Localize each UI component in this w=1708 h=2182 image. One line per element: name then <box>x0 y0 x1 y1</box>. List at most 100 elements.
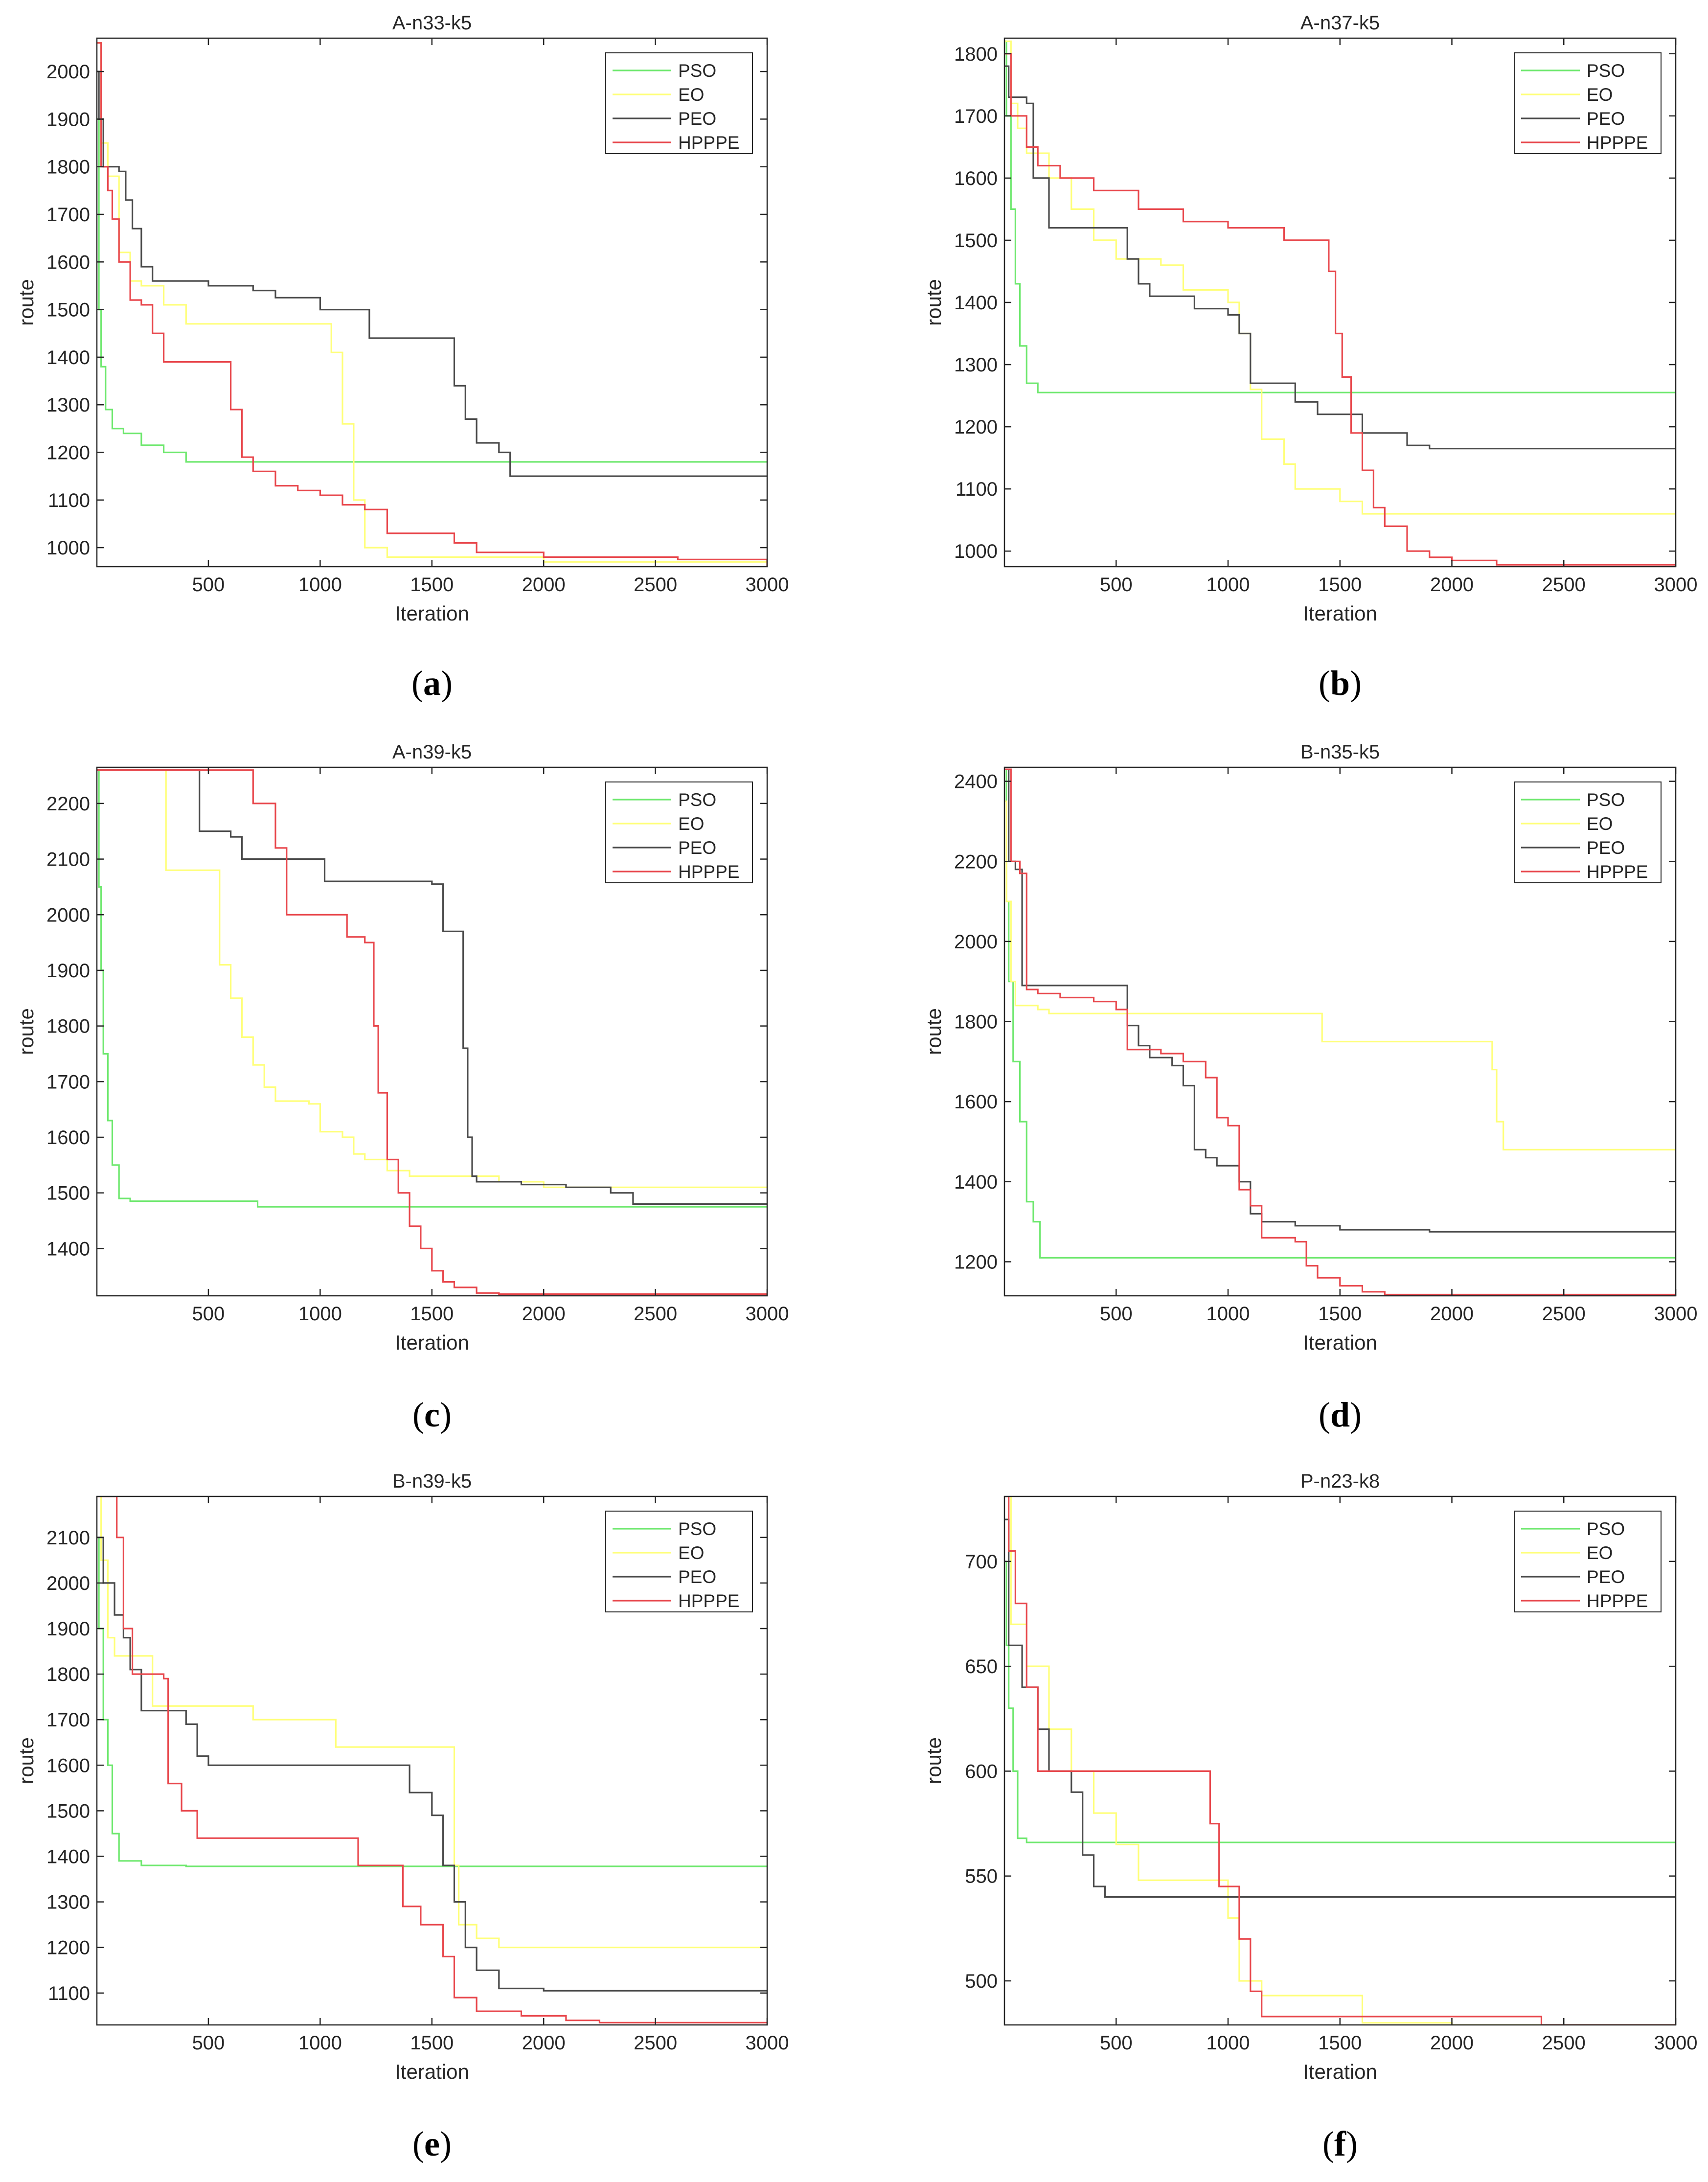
x-axis-label: Iteration <box>1303 602 1377 625</box>
chart-panel-b: 500 1000 1500 2000 2500 3000 1000 1100 1200 1300 1… <box>922 12 1697 703</box>
y-tick-label: 600 <box>965 1761 998 1782</box>
panel-caption: (f) <box>1322 2124 1358 2163</box>
x-tick-label: 500 <box>192 1303 225 1325</box>
y-tick-label: 2200 <box>954 851 998 873</box>
y-tick-label: 1200 <box>46 442 90 463</box>
series-line-hpppe <box>97 769 767 1295</box>
y-tick-label: 2200 <box>46 793 90 815</box>
series-line-pso <box>1004 1561 1676 1843</box>
series-line-pso <box>97 769 767 1208</box>
legend-label-pso: PSO <box>1587 1519 1625 1539</box>
x-tick-label: 500 <box>1100 574 1133 596</box>
y-tick-label: 1900 <box>46 960 90 982</box>
chart-title: B-n35-k5 <box>1300 741 1380 763</box>
panel-caption: (c) <box>412 1395 452 1434</box>
y-axis-label: route <box>15 279 38 326</box>
x-tick-label: 1500 <box>1318 574 1362 596</box>
y-tick-label: 1100 <box>956 479 998 500</box>
y-axis-label: route <box>15 1008 38 1055</box>
y-tick-label: 1000 <box>46 537 90 559</box>
x-tick-label: 3000 <box>746 574 789 596</box>
series-line-hpppe <box>1004 53 1676 566</box>
x-tick-label: 1000 <box>1207 1303 1250 1325</box>
y-tick-label: 1200 <box>954 1251 998 1273</box>
legend-label-pso: PSO <box>678 790 716 810</box>
x-tick-label: 2500 <box>634 574 677 596</box>
y-tick-label: 1400 <box>954 292 998 314</box>
x-axis-label: Iteration <box>1303 1331 1377 1354</box>
chart-title: P-n23-k8 <box>1300 1470 1380 1492</box>
y-tick-label: 1000 <box>954 541 998 562</box>
chart-panel-f: 500 1000 1500 2000 2500 3000 500 550 600 650 700 P-… <box>922 1470 1697 2163</box>
chart-title: A-n33-k5 <box>392 12 472 34</box>
y-axis-label: route <box>922 1008 945 1055</box>
x-tick-label: 2500 <box>634 2032 677 2054</box>
x-tick-label: 500 <box>1100 1303 1133 1325</box>
legend-label-hpppe: HPPPE <box>678 133 739 153</box>
legend-label-peo: PEO <box>678 1567 716 1587</box>
legend-box <box>1514 1511 1662 1612</box>
x-tick-label: 500 <box>192 2032 225 2054</box>
x-tick-label: 2000 <box>522 1303 566 1325</box>
legend-label-hpppe: HPPPE <box>678 1591 739 1611</box>
y-tick-label: 1700 <box>46 204 90 226</box>
y-tick-label: 1500 <box>46 1183 90 1204</box>
x-tick-label: 1000 <box>298 2032 342 2054</box>
y-tick-label: 1600 <box>46 1755 90 1776</box>
x-tick-label: 1500 <box>410 2032 454 2054</box>
y-tick-label: 2000 <box>954 931 998 953</box>
series-line-peo <box>1004 768 1676 1233</box>
x-tick-label: 1500 <box>410 1303 454 1325</box>
legend: PSO EO PEO HPPPE <box>605 1511 753 1612</box>
x-tick-label: 3000 <box>1654 1303 1698 1325</box>
x-tick-label: 2000 <box>522 2032 566 2054</box>
y-tick-label: 1800 <box>954 44 998 65</box>
legend-box <box>605 1511 753 1612</box>
y-tick-label: 1100 <box>48 1983 90 2004</box>
chart-panel-a: 500 1000 1500 2000 2500 3000 1000 1100 1200 1300 1… <box>15 12 789 703</box>
legend-label-pso: PSO <box>678 1519 716 1539</box>
legend: PSO EO PEO HPPPE <box>605 781 753 883</box>
y-tick-label: 1600 <box>46 1127 90 1148</box>
series-line-eo <box>97 1496 767 1949</box>
series-line-hpppe <box>97 42 767 567</box>
y-tick-label: 1600 <box>954 168 998 189</box>
y-tick-label: 1600 <box>46 252 90 273</box>
y-tick-label: 1700 <box>46 1071 90 1093</box>
legend: PSO EO PEO HPPPE <box>605 52 753 154</box>
series-line-eo <box>1004 40 1676 515</box>
x-axis-label: Iteration <box>395 1331 469 1354</box>
series-line-peo <box>1004 65 1676 450</box>
y-tick-label: 1100 <box>48 490 90 511</box>
y-tick-label: 1300 <box>46 1892 90 1913</box>
legend-box <box>605 52 753 154</box>
x-tick-label: 2000 <box>522 574 566 596</box>
x-tick-label: 3000 <box>1654 574 1698 596</box>
x-tick-label: 1000 <box>1207 574 1250 596</box>
legend-label-peo: PEO <box>1587 838 1625 858</box>
x-tick-label: 500 <box>1100 2032 1133 2054</box>
x-tick-label: 1000 <box>298 574 342 596</box>
x-tick-label: 2000 <box>1430 574 1474 596</box>
series-line-eo <box>97 769 767 1188</box>
series-line-hpppe <box>1004 1496 1676 2025</box>
chart-title: B-n39-k5 <box>392 1470 472 1492</box>
panel-caption: (b) <box>1319 664 1362 703</box>
series-line-peo <box>97 70 767 477</box>
legend-label-hpppe: HPPPE <box>1587 133 1648 153</box>
legend: PSO EO PEO HPPPE <box>1514 1511 1662 1612</box>
y-tick-label: 650 <box>965 1656 998 1677</box>
legend-label-eo: EO <box>678 85 704 105</box>
x-tick-label: 2500 <box>1542 574 1586 596</box>
y-tick-label: 2100 <box>46 1527 90 1549</box>
x-tick-label: 3000 <box>746 1303 789 1325</box>
panel-caption: (a) <box>411 664 453 703</box>
series-line-hpppe <box>97 1496 767 2023</box>
legend-label-peo: PEO <box>1587 1567 1625 1587</box>
y-tick-label: 1800 <box>46 1016 90 1037</box>
panel-caption: (e) <box>412 2124 452 2163</box>
x-axis-label: Iteration <box>395 2060 469 2083</box>
x-tick-label: 1000 <box>298 1303 342 1325</box>
y-tick-label: 550 <box>965 1866 998 1887</box>
